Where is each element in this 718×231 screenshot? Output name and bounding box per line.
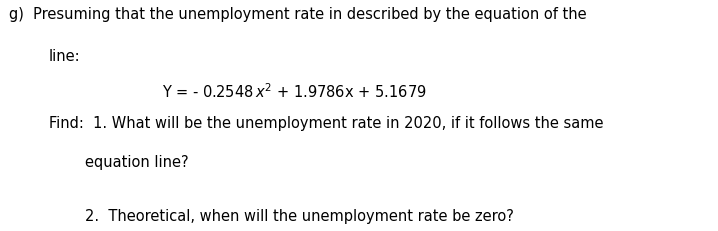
Text: Find:  1. What will be the unemployment rate in 2020, if it follows the same: Find: 1. What will be the unemployment r… [49, 116, 603, 131]
Text: g)  Presuming that the unemployment rate in described by the equation of the: g) Presuming that the unemployment rate … [9, 7, 586, 22]
Text: 2.  Theoretical, when will the unemployment rate be zero?: 2. Theoretical, when will the unemployme… [85, 208, 513, 223]
Text: Y = - 0.2548$\,x^{2}$ + 1.9786x + 5.1679: Y = - 0.2548$\,x^{2}$ + 1.9786x + 5.1679 [162, 82, 426, 101]
Text: line:: line: [49, 49, 80, 64]
Text: equation line?: equation line? [85, 155, 188, 170]
